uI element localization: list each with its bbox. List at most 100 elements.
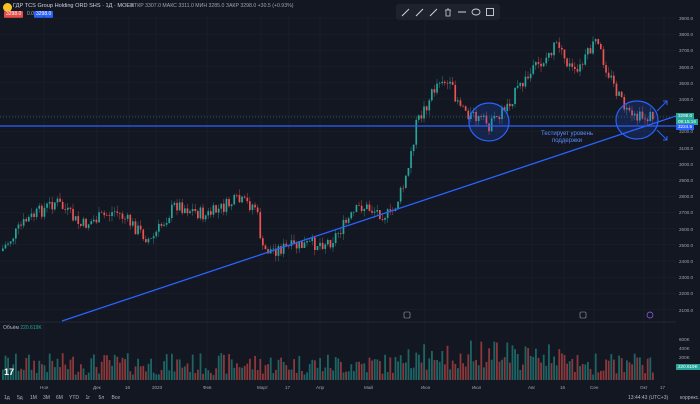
volume-bar: [425, 369, 428, 380]
candle-body: [285, 243, 288, 246]
symbol-title[interactable]: ГДР TCS Group Holding ORD SHS · 1Д · MOE…: [13, 3, 134, 9]
volume-bar: [467, 354, 470, 380]
candle-body: [301, 241, 303, 248]
volume-bar: [90, 358, 93, 380]
pencil-icon[interactable]: [428, 6, 440, 18]
candle-body: [108, 215, 111, 217]
candle-body: [7, 243, 9, 245]
volume-bar: [480, 341, 483, 380]
volume-bar: [405, 362, 407, 380]
minus-icon[interactable]: [456, 6, 468, 18]
range-button[interactable]: YTD: [69, 395, 79, 401]
range-button[interactable]: Все: [111, 395, 121, 401]
candle-body: [649, 111, 652, 122]
volume-bar: [202, 373, 204, 380]
volume-bar: [256, 370, 259, 380]
volume-bar: [394, 357, 397, 380]
candle-body: [103, 212, 106, 216]
circle-icon[interactable]: [470, 6, 482, 18]
support-annotation[interactable]: Тестирует уровень поддержки: [541, 131, 593, 145]
range-button[interactable]: 5л: [98, 395, 105, 401]
drawing-toolbar: [396, 4, 500, 20]
candle-body: [319, 242, 321, 247]
volume-bar: [444, 364, 446, 380]
volume-bar: [392, 372, 394, 380]
square-icon[interactable]: [484, 6, 496, 18]
candle-body: [555, 42, 558, 43]
volume-bar: [449, 369, 451, 380]
chart-header: ГДР TCS Group Holding ORD SHS · 1Д · MOE…: [0, 0, 700, 16]
volume-bar: [457, 368, 459, 380]
volume-bar: [113, 354, 116, 380]
volume-bar: [522, 364, 524, 380]
volume-bar: [566, 363, 568, 380]
correction-toggle[interactable]: коррекс.: [680, 395, 700, 401]
candle-body: [376, 210, 379, 212]
range-button[interactable]: 1М: [30, 395, 37, 401]
pencil-icon[interactable]: [414, 6, 426, 18]
pencil-icon[interactable]: [400, 6, 412, 18]
volume-bar: [550, 363, 553, 380]
range-button[interactable]: 5д: [17, 395, 23, 401]
candle-body: [43, 207, 46, 217]
candle-body: [295, 243, 298, 249]
volume-bar: [314, 360, 316, 380]
clock[interactable]: 13:44:43 (UTC+3): [628, 395, 669, 401]
candle-body: [282, 243, 285, 254]
volume-bar: [275, 369, 277, 380]
candle-body: [561, 47, 563, 50]
volume-bar: [376, 359, 379, 380]
volume-bar: [555, 365, 558, 380]
candle-body: [454, 84, 457, 102]
time-tick-label: 16: [560, 385, 566, 390]
volume-bar: [649, 357, 652, 380]
candle-body: [571, 63, 574, 67]
candle-body: [230, 204, 233, 207]
volume-bar: [69, 359, 72, 380]
footer-bar: 1д 5д 1М 3М 6М YTD 1г 5л Все 13:44:43 (UTC+3) ко…: [0, 394, 700, 404]
range-button[interactable]: 3М: [43, 395, 50, 401]
volume-bar: [168, 370, 171, 380]
volume-bar: [436, 359, 438, 380]
sell-price-button[interactable]: 3298.0: [4, 11, 24, 18]
buy-price-button[interactable]: 3298.0: [34, 11, 54, 18]
volume-bar: [644, 373, 646, 380]
time-tick-label: Авг: [528, 385, 536, 390]
candle-body: [178, 202, 181, 211]
candle-body: [407, 167, 410, 176]
candle-body: [602, 49, 605, 65]
time-tick-label: Апр: [316, 385, 325, 390]
candle-body: [223, 203, 225, 212]
candle-body: [384, 218, 386, 220]
candle-body: [371, 210, 373, 213]
range-button[interactable]: 1д: [4, 395, 10, 401]
candle-body: [30, 213, 33, 217]
candle-body: [25, 219, 28, 222]
trash-icon[interactable]: [442, 6, 454, 18]
volume-bar: [558, 349, 561, 380]
volume-bar: [308, 364, 311, 380]
ohlc-readout: ОТКР 3307.0 МАКС 3311.0 МИН 3285.0 ЗАКР …: [130, 3, 294, 9]
candle-body: [324, 244, 327, 249]
time-axis[interactable]: Ноя Дек 16 2023 Фев Март 17 Апр Май Июн Июл Авг 16 Се…: [0, 384, 676, 394]
volume-bar: [381, 373, 384, 380]
price-chart[interactable]: [0, 16, 676, 384]
candle-body: [51, 201, 54, 210]
volume-bar: [561, 353, 563, 380]
range-button[interactable]: 1г: [85, 395, 91, 401]
candle-body: [67, 207, 69, 210]
volume-bar: [280, 357, 282, 380]
candle-body: [9, 241, 12, 244]
price-axis[interactable]: 3900.03800.03700.03600.03500.03400.03300…: [676, 16, 700, 364]
volume-bar: [633, 353, 636, 380]
volume-bar: [613, 359, 615, 380]
candle-body: [477, 116, 480, 122]
volume-bar: [20, 368, 22, 380]
range-button[interactable]: 6М: [56, 395, 63, 401]
volume-bar: [124, 359, 126, 380]
candle-body: [399, 187, 402, 202]
candle-body: [256, 207, 259, 213]
candle-body: [54, 202, 56, 210]
volume-bar: [225, 373, 228, 380]
volume-bar: [158, 374, 160, 380]
